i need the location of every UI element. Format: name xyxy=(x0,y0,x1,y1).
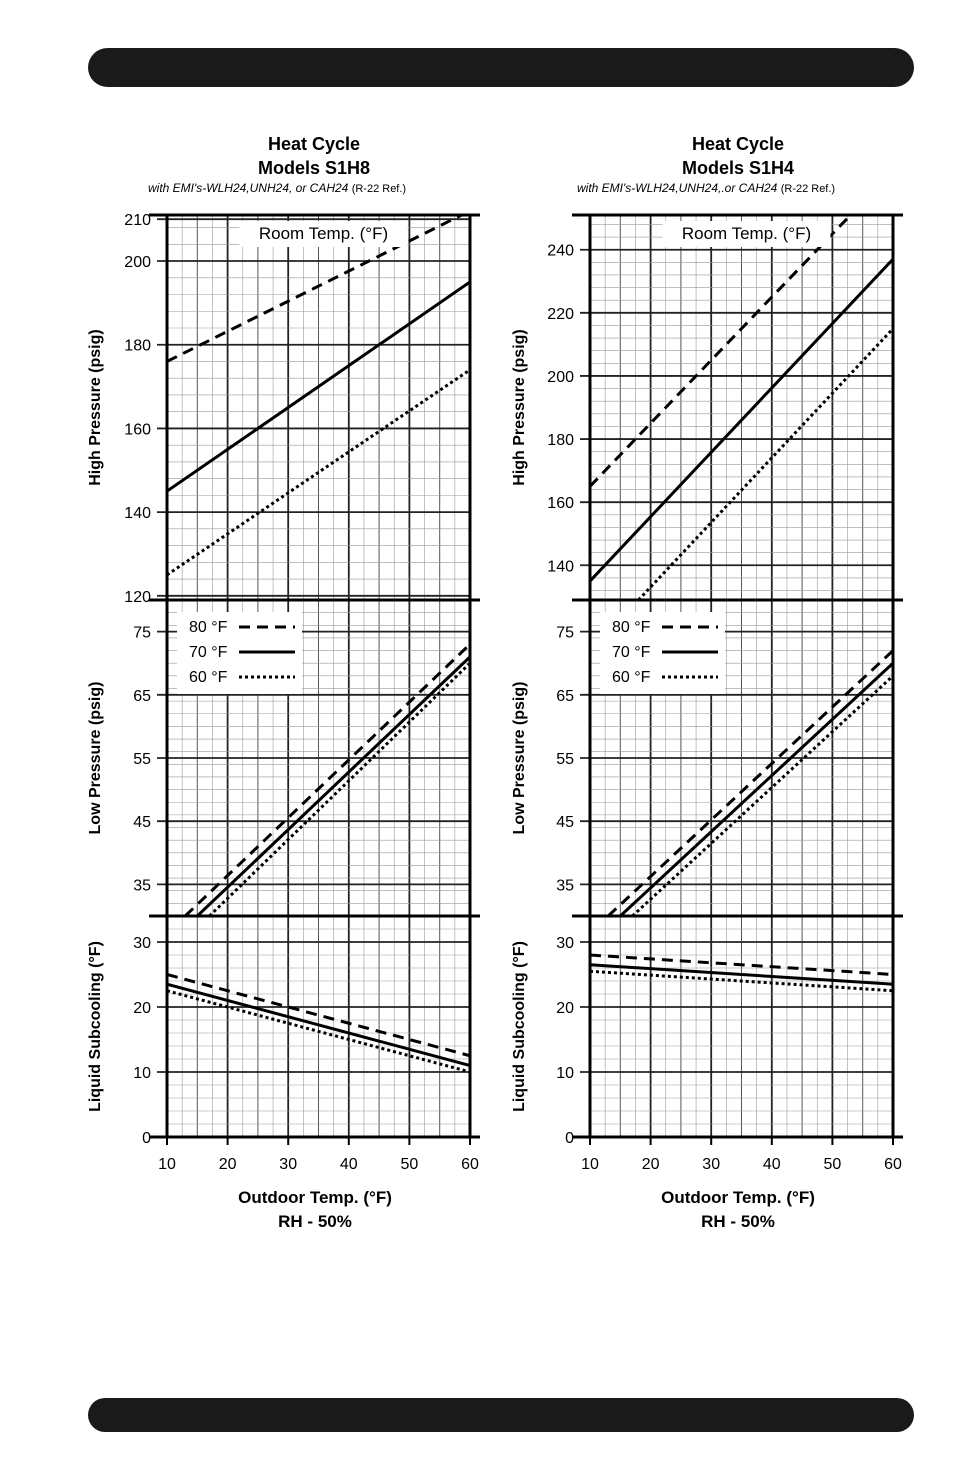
y-axis-label: Low Pressure (psig) xyxy=(87,682,104,835)
series-line-70f xyxy=(590,963,893,986)
y-tick-label: 220 xyxy=(547,306,574,323)
y-tick-label: 65 xyxy=(556,688,574,705)
x-tick-label: 10 xyxy=(158,1156,176,1173)
y-tick-label: 0 xyxy=(565,1130,574,1147)
chart-note-text: with EMI's-WLH24,UNH24, or CAH24 xyxy=(148,181,349,195)
x-tick-label: 40 xyxy=(340,1156,358,1173)
y-tick-label: 160 xyxy=(547,495,574,512)
x-tick-label: 30 xyxy=(279,1156,297,1173)
y-tick-label: 200 xyxy=(547,369,574,386)
y-axis-label: Liquid Subcooling (°F) xyxy=(87,941,104,1112)
y-tick-label: 35 xyxy=(133,877,151,894)
x-axis-label: Outdoor Temp. (°F) RH - 50% xyxy=(588,1186,888,1234)
y-tick-label: 65 xyxy=(133,688,151,705)
chart-note: with EMI's-WLH24,UNH24, or CAH24 (R-22 R… xyxy=(148,181,406,195)
y-tick-label: 160 xyxy=(124,421,151,438)
y-tick-label: 140 xyxy=(124,505,151,522)
y-tick-label: 180 xyxy=(124,338,151,355)
y-tick-label: 140 xyxy=(547,558,574,575)
y-tick-label: 200 xyxy=(124,254,151,271)
series-line-70f xyxy=(619,662,893,916)
chart-title-line: Heat Cycle xyxy=(267,134,361,154)
legend-label: 80 °F xyxy=(189,619,228,636)
x-axis-subtitle: RH - 50% xyxy=(701,1212,775,1231)
y-tick-label: 10 xyxy=(556,1065,574,1082)
y-axis-label: High Pressure (psig) xyxy=(511,329,528,485)
legend-label: 70 °F xyxy=(189,644,228,661)
y-tick-label: 55 xyxy=(133,751,151,768)
y-tick-label: 55 xyxy=(556,751,574,768)
y-tick-label: 180 xyxy=(547,432,574,449)
y-axis-label: Liquid Subcooling (°F) xyxy=(511,941,528,1112)
footer-bar xyxy=(88,1398,914,1432)
series-line-70f xyxy=(196,655,470,916)
legend-label: 80 °F xyxy=(612,619,651,636)
chart-note-text: with EMI's-WLH24,UNH24,.or CAH24 xyxy=(577,181,778,195)
y-tick-label: 75 xyxy=(556,625,574,642)
chart-title-line: Heat Cycle xyxy=(691,134,785,154)
series-line-70f xyxy=(590,258,893,583)
y-tick-label: 210 xyxy=(124,212,151,229)
x-tick-label: 20 xyxy=(642,1156,660,1173)
chart-ref: (R-22 Ref.) xyxy=(780,183,836,195)
series-line-70f xyxy=(167,982,470,1067)
y-tick-label: 20 xyxy=(556,1000,574,1017)
legend-title: Room Temp. (°F) xyxy=(259,224,388,243)
series-line-60f xyxy=(637,327,893,600)
x-axis-title: Outdoor Temp. (°F) xyxy=(661,1188,815,1207)
series-line-80f xyxy=(590,215,852,488)
legend-label: 60 °F xyxy=(189,669,228,686)
legend-title-box xyxy=(239,221,408,247)
x-tick-label: 40 xyxy=(763,1156,781,1173)
x-tick-label: 20 xyxy=(219,1156,237,1173)
series-line-80f xyxy=(590,953,893,976)
y-tick-label: 75 xyxy=(133,625,151,642)
series-line-60f xyxy=(208,662,470,916)
chart-ref: (R-22 Ref.) xyxy=(351,183,407,195)
series-line-70f xyxy=(167,280,470,493)
x-tick-label: 60 xyxy=(884,1156,902,1173)
y-tick-label: 45 xyxy=(133,814,151,831)
header-bar xyxy=(88,48,914,87)
y-tick-label: 240 xyxy=(547,243,574,260)
series-line-80f xyxy=(167,215,465,363)
legend-label: 70 °F xyxy=(612,644,651,661)
series-line-60f xyxy=(167,989,470,1074)
legend-title: Room Temp. (°F) xyxy=(682,224,811,243)
y-tick-label: 45 xyxy=(556,814,574,831)
y-tick-label: 30 xyxy=(133,935,151,952)
y-tick-label: 30 xyxy=(556,935,574,952)
chart-subtitle-line: Models S1H8 xyxy=(257,158,371,178)
y-tick-label: 35 xyxy=(556,877,574,894)
chart-note: with EMI's-WLH24,UNH24,.or CAH24 (R-22 R… xyxy=(577,181,835,195)
series-line-60f xyxy=(167,368,470,577)
x-axis-label: Outdoor Temp. (°F) RH - 50% xyxy=(165,1186,465,1234)
y-axis-label: High Pressure (psig) xyxy=(87,329,104,485)
x-tick-label: 50 xyxy=(824,1156,842,1173)
x-tick-label: 50 xyxy=(401,1156,419,1173)
y-axis-label: Low Pressure (psig) xyxy=(511,682,528,835)
chart-title: Heat Cycle Models S1H4 xyxy=(588,132,888,180)
x-axis-subtitle: RH - 50% xyxy=(278,1212,352,1231)
series-line-80f xyxy=(607,649,893,916)
legend-label: 60 °F xyxy=(612,669,651,686)
chart-subtitle-line: Models S1H4 xyxy=(681,158,795,178)
y-tick-label: 120 xyxy=(124,589,151,606)
x-axis-title: Outdoor Temp. (°F) xyxy=(238,1188,392,1207)
y-tick-label: 10 xyxy=(133,1065,151,1082)
series-line-60f xyxy=(631,674,893,916)
series-line-80f xyxy=(184,643,470,916)
y-tick-label: 20 xyxy=(133,1000,151,1017)
series-line-60f xyxy=(590,969,893,993)
x-tick-label: 60 xyxy=(461,1156,479,1173)
legend-title-box xyxy=(662,221,831,247)
y-tick-label: 0 xyxy=(142,1130,151,1147)
series-line-80f xyxy=(167,973,470,1058)
x-tick-label: 10 xyxy=(581,1156,599,1173)
x-tick-label: 30 xyxy=(702,1156,720,1173)
chart-title: Heat Cycle Models S1H8 xyxy=(164,132,464,180)
